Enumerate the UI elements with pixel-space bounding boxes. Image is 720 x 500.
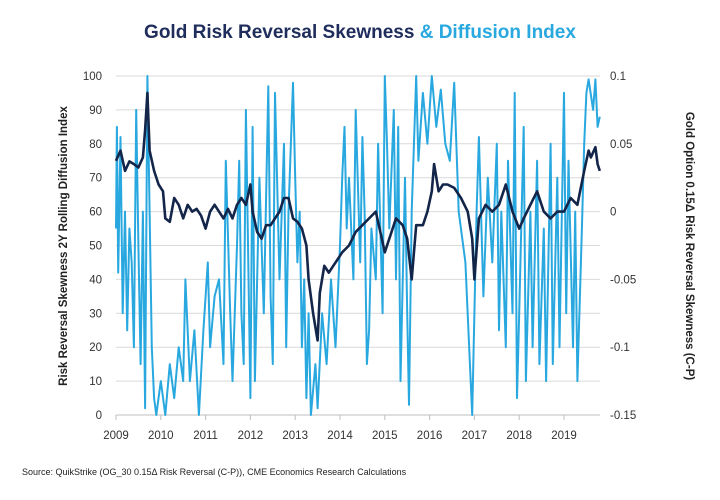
y-tick-left-label: 0 — [96, 410, 102, 422]
tick-labels: 0 10 20 30 40 50 60 70 80 90 100 -0.15 -0.1 -0.05 0 0.0… — [83, 71, 636, 442]
y-tick-right-label: -0.15 — [610, 410, 636, 422]
y-tick-right-label: -0.05 — [610, 274, 636, 286]
y-tick-left-label: 80 — [89, 139, 102, 151]
risk-reversal-skewness-line — [114, 91, 602, 342]
y-tick-left-label: 70 — [89, 173, 102, 185]
x-tick-label: 2012 — [238, 430, 264, 442]
chart-title-main: Gold Risk Reversal Skewness — [144, 22, 415, 43]
x-tick-label: 2016 — [417, 430, 443, 442]
diffusion-index-line — [115, 75, 601, 416]
chart-title-accent: & Diffusion Index — [419, 22, 576, 43]
x-tick-label: 2018 — [506, 430, 532, 442]
x-tick-label: 2015 — [372, 430, 398, 442]
chart-title: Gold Risk Reversal Skewness & Diffusion … — [0, 22, 720, 44]
y-tick-left-label: 90 — [89, 105, 102, 117]
x-tick-label: 2014 — [327, 430, 353, 442]
y-tick-right-label: 0.05 — [610, 139, 632, 151]
y-tick-right-label: 0.1 — [610, 71, 626, 83]
y-tick-left-label: 20 — [89, 342, 102, 354]
y-tick-left-label: 40 — [89, 274, 102, 286]
x-tick-label: 2019 — [551, 430, 577, 442]
y-axis-left-label: Risk Reversal Skewness 2Y Rolling Diffus… — [58, 106, 70, 386]
y-tick-left-label: 60 — [89, 207, 102, 219]
source-note: Source: QuikStrike (OG_30 0.15Δ Risk Rev… — [22, 467, 407, 477]
y-tick-right-label: 0 — [610, 207, 616, 219]
x-tick-label: 2011 — [193, 430, 218, 442]
y-tick-right-label: -0.1 — [610, 342, 630, 354]
y-tick-left-label: 100 — [83, 71, 102, 83]
x-tick-label: 2013 — [282, 430, 308, 442]
series-lines — [114, 75, 602, 416]
y-axis-right-label: Gold Option 0.15Δ Risk Reversal Skewness… — [683, 112, 695, 381]
x-tick-label: 2009 — [103, 430, 129, 442]
y-tick-left-label: 10 — [89, 376, 102, 388]
y-tick-left-label: 30 — [89, 308, 102, 320]
y-tick-left-label: 50 — [89, 241, 102, 253]
x-tick-label: 2017 — [462, 430, 488, 442]
x-tick-label: 2010 — [148, 430, 174, 442]
